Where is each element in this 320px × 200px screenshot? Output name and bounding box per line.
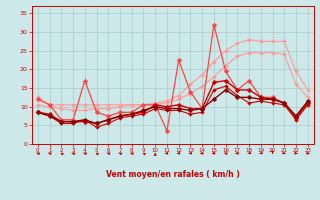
X-axis label: Vent moyen/en rafales ( km/h ): Vent moyen/en rafales ( km/h ): [106, 170, 240, 179]
